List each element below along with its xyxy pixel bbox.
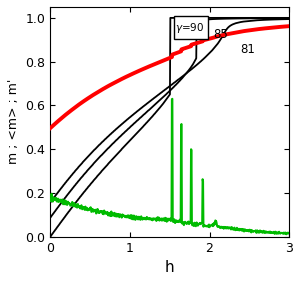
Text: 81: 81 (240, 43, 255, 56)
FancyBboxPatch shape (174, 16, 208, 39)
Text: 85: 85 (214, 28, 228, 41)
X-axis label: h: h (165, 260, 175, 275)
Text: $\gamma$=90: $\gamma$=90 (175, 21, 205, 35)
Y-axis label: m ; <m> ; m': m ; <m> ; m' (7, 79, 20, 164)
